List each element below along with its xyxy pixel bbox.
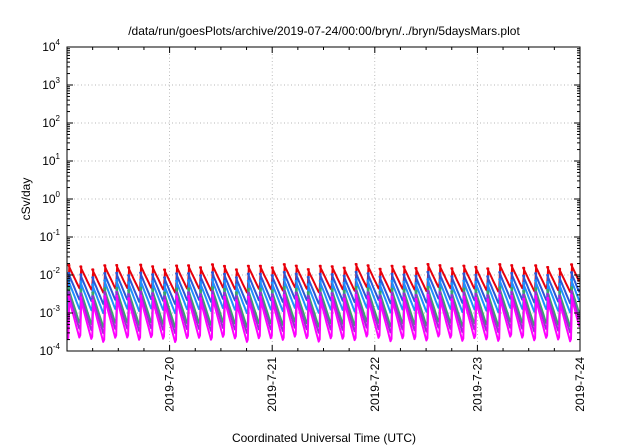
x-tick-label: 2019-7-24: [573, 357, 587, 412]
x-tick-label: 2019-7-23: [470, 357, 484, 412]
y-tick-label: 100: [42, 190, 60, 206]
y-tick-label: 10-1: [40, 228, 61, 244]
x-tick-label: 2019-7-20: [163, 357, 177, 412]
y-tick-label: 104: [42, 38, 60, 54]
y-tick-label: 10-4: [40, 342, 61, 358]
y-tick-label: 103: [42, 76, 60, 92]
y-tick-label: 101: [42, 152, 60, 168]
y-tick-label: 102: [42, 114, 60, 130]
y-axis-label: cSv/day: [19, 178, 33, 221]
x-axis-label: Coordinated Universal Time (UTC): [232, 431, 416, 445]
x-tick-label: 2019-7-21: [265, 357, 279, 412]
x-tick-label: 2019-7-22: [368, 357, 382, 412]
series-layer: [66, 263, 581, 343]
x-axis: 2019-7-20 2019-7-21 2019-7-22 2019-7-23 2019…: [92, 47, 587, 412]
chart-title: /data/run/goesPlots/archive/2019-07-24/0…: [128, 24, 520, 38]
y-tick-label: 10-3: [40, 304, 61, 320]
y-axis: 10-4 10-3 10-2 10-1 100 101 102 103 104: [40, 38, 580, 358]
y-tick-label: 10-2: [40, 266, 61, 282]
series-line-6: [66, 293, 581, 343]
